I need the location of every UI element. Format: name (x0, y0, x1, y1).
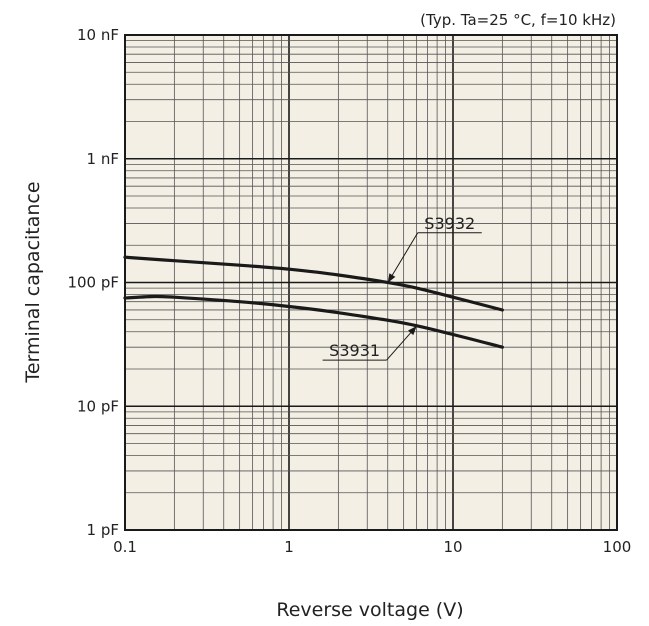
x-tick-label: 1 (284, 538, 294, 556)
series-labels: S3932 S3931 (329, 214, 475, 360)
x-tick-labels: 0.1 1 10 100 (113, 538, 631, 556)
series-curves (123, 255, 504, 349)
plot-frame (124, 34, 618, 531)
y-tick-label: 1 nF (87, 150, 119, 168)
series-leaders (322, 232, 482, 361)
y-tick-label: 10 nF (77, 26, 119, 44)
x-tick-label: 100 (603, 538, 632, 556)
y-tick-label: 10 pF (77, 397, 119, 415)
leader-s3932 (387, 232, 482, 284)
series-line-s3932 (123, 255, 504, 312)
y-tick-label: 100 pF (67, 274, 119, 292)
series-line-s3931 (123, 294, 504, 349)
series-label-s3932: S3932 (424, 214, 475, 233)
y-tick-labels: 1 pF 10 pF 100 pF 1 nF 10 nF (67, 26, 119, 539)
condition-note: (Typ. Ta=25 °C, f=10 kHz) (420, 11, 616, 29)
y-axis-title: Terminal capacitance (22, 181, 44, 383)
leader-line (387, 232, 419, 284)
x-tick-label: 0.1 (113, 538, 137, 556)
leader-s3931 (322, 325, 417, 361)
y-tick-label: 1 pF (87, 521, 119, 539)
leader-arrow (408, 326, 417, 336)
x-tick-label: 10 (443, 538, 462, 556)
leader-arrow (387, 273, 396, 283)
series-label-s3931: S3931 (329, 341, 380, 360)
x-axis-title: Reverse voltage (V) (276, 599, 463, 621)
